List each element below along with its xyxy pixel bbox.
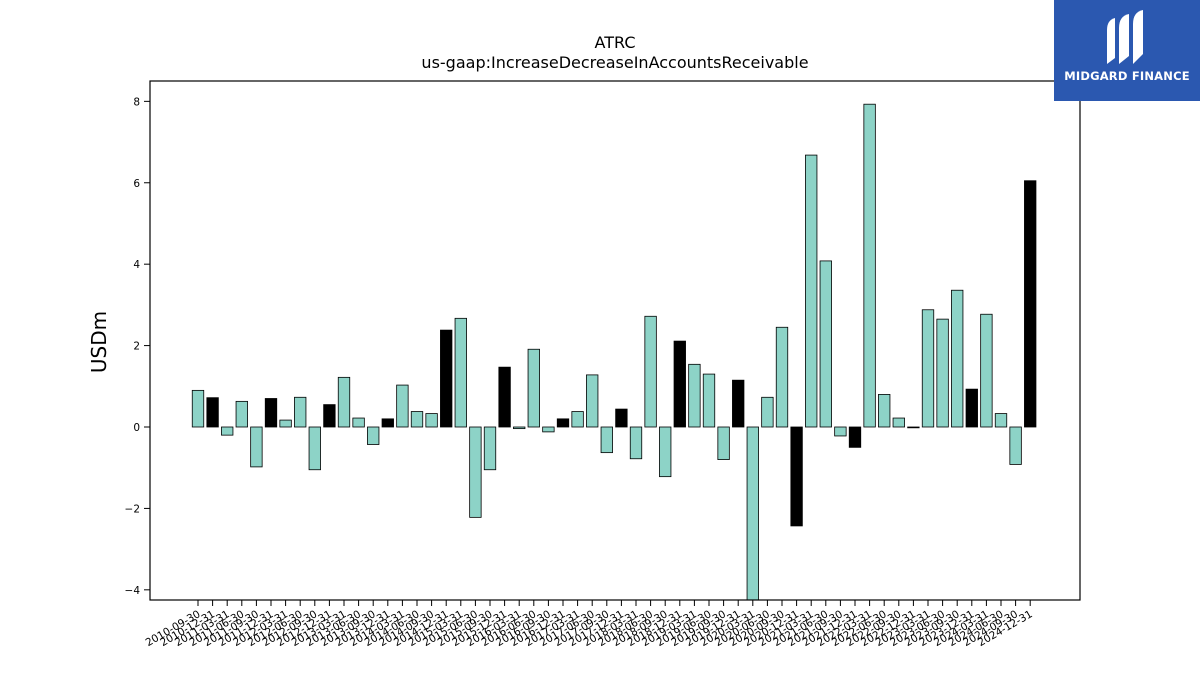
bar-2014-03-31 xyxy=(396,384,409,428)
y-axis-ticks: −4 −2 0 2 4 6 8 xyxy=(125,96,150,597)
bar-2015-12-31 xyxy=(498,366,511,428)
bar-2020-03-31 xyxy=(746,426,759,601)
bar-2014-12-31 xyxy=(440,329,453,428)
y-tick-label: −4 xyxy=(125,585,141,597)
bar-2012-12-31 xyxy=(323,404,336,428)
chart-title: ATRC xyxy=(595,33,636,52)
y-tick-label: 2 xyxy=(133,341,140,353)
chart-subtitle: us-gaap:IncreaseDecreaseInAccountsReceiv… xyxy=(421,53,808,72)
bar-2024-12-31 xyxy=(1024,180,1037,428)
bar-2011-09-30 xyxy=(250,426,263,468)
bar-2017-12-31 xyxy=(615,408,628,428)
bar-2016-06-30 xyxy=(527,348,540,428)
bar-2021-03-31 xyxy=(805,154,818,428)
bar-2011-06-30 xyxy=(235,400,248,428)
bar-2011-12-31 xyxy=(264,398,278,428)
bar-2023-06-30 xyxy=(936,318,949,428)
bar-2021-12-31 xyxy=(848,426,862,448)
bar-2018-03-31 xyxy=(629,426,643,460)
bar-2017-03-31 xyxy=(571,411,584,428)
x-axis-ticks: 2010-09-302010-12-312011-03-312011-06-30… xyxy=(144,600,1035,649)
bar-2019-09-30 xyxy=(717,426,730,460)
bar-2022-03-31 xyxy=(863,103,876,428)
bar-2018-09-30 xyxy=(659,426,672,478)
bar-2023-12-31 xyxy=(965,388,978,428)
bar-2013-03-31 xyxy=(337,376,351,428)
midgard-m-icon xyxy=(1107,10,1143,64)
y-tick-label: 6 xyxy=(133,178,140,190)
bar-2022-06-30 xyxy=(878,394,891,428)
bar-2015-09-30 xyxy=(483,426,497,471)
brand-name: MIDGARD FINANCE xyxy=(1064,69,1190,83)
bar-2014-06-30 xyxy=(410,411,424,428)
bar-2017-06-30 xyxy=(586,374,599,428)
y-tick-label: 0 xyxy=(133,422,140,434)
y-tick-label: −2 xyxy=(125,503,140,515)
bar-2013-09-30 xyxy=(367,426,380,445)
bar-2021-06-30 xyxy=(819,260,832,428)
bar-2019-03-31 xyxy=(688,363,701,428)
bar-2011-03-31 xyxy=(221,426,234,436)
bar-2010-12-31 xyxy=(206,397,219,428)
bar-2022-12-31 xyxy=(907,426,920,429)
bar-2016-12-31 xyxy=(556,418,570,428)
bars-group xyxy=(191,103,1037,601)
bar-2012-06-30 xyxy=(294,396,307,428)
bar-2019-12-31 xyxy=(732,379,745,428)
y-axis-label: USDm xyxy=(87,311,111,373)
bar-2013-06-30 xyxy=(352,417,365,428)
y-tick-label: 8 xyxy=(133,96,140,108)
bar-2012-03-31 xyxy=(279,419,292,428)
bar-2017-09-30 xyxy=(600,426,613,454)
bar-2016-03-31 xyxy=(513,426,526,430)
bar-2018-06-30 xyxy=(644,315,657,428)
bar-2022-09-30 xyxy=(892,417,905,428)
bar-2024-06-30 xyxy=(994,413,1008,428)
bar-2023-09-30 xyxy=(951,289,964,428)
bar-2014-09-30 xyxy=(425,413,438,428)
bar-2020-06-30 xyxy=(761,396,774,428)
bar-2024-09-30 xyxy=(1009,426,1022,465)
bar-2016-09-30 xyxy=(542,426,555,433)
bar-2010-09-30 xyxy=(191,389,205,428)
plot-frame xyxy=(149,80,1081,601)
bar-2020-12-31 xyxy=(790,426,803,527)
y-tick-label: 4 xyxy=(133,259,140,271)
bar-2019-06-30 xyxy=(702,373,716,428)
bar-2018-12-31 xyxy=(673,340,686,428)
brand-logo: MIDGARD FINANCE xyxy=(1054,0,1200,101)
bar-2015-06-30 xyxy=(469,426,482,518)
bar-2021-09-30 xyxy=(834,426,847,437)
bar-2023-03-31 xyxy=(921,309,935,428)
bar-2012-09-30 xyxy=(308,426,321,471)
bar-2020-09-30 xyxy=(775,326,789,428)
bar-2015-03-31 xyxy=(454,317,467,428)
bar-2024-03-31 xyxy=(980,313,993,428)
bar-2013-12-31 xyxy=(381,418,394,428)
